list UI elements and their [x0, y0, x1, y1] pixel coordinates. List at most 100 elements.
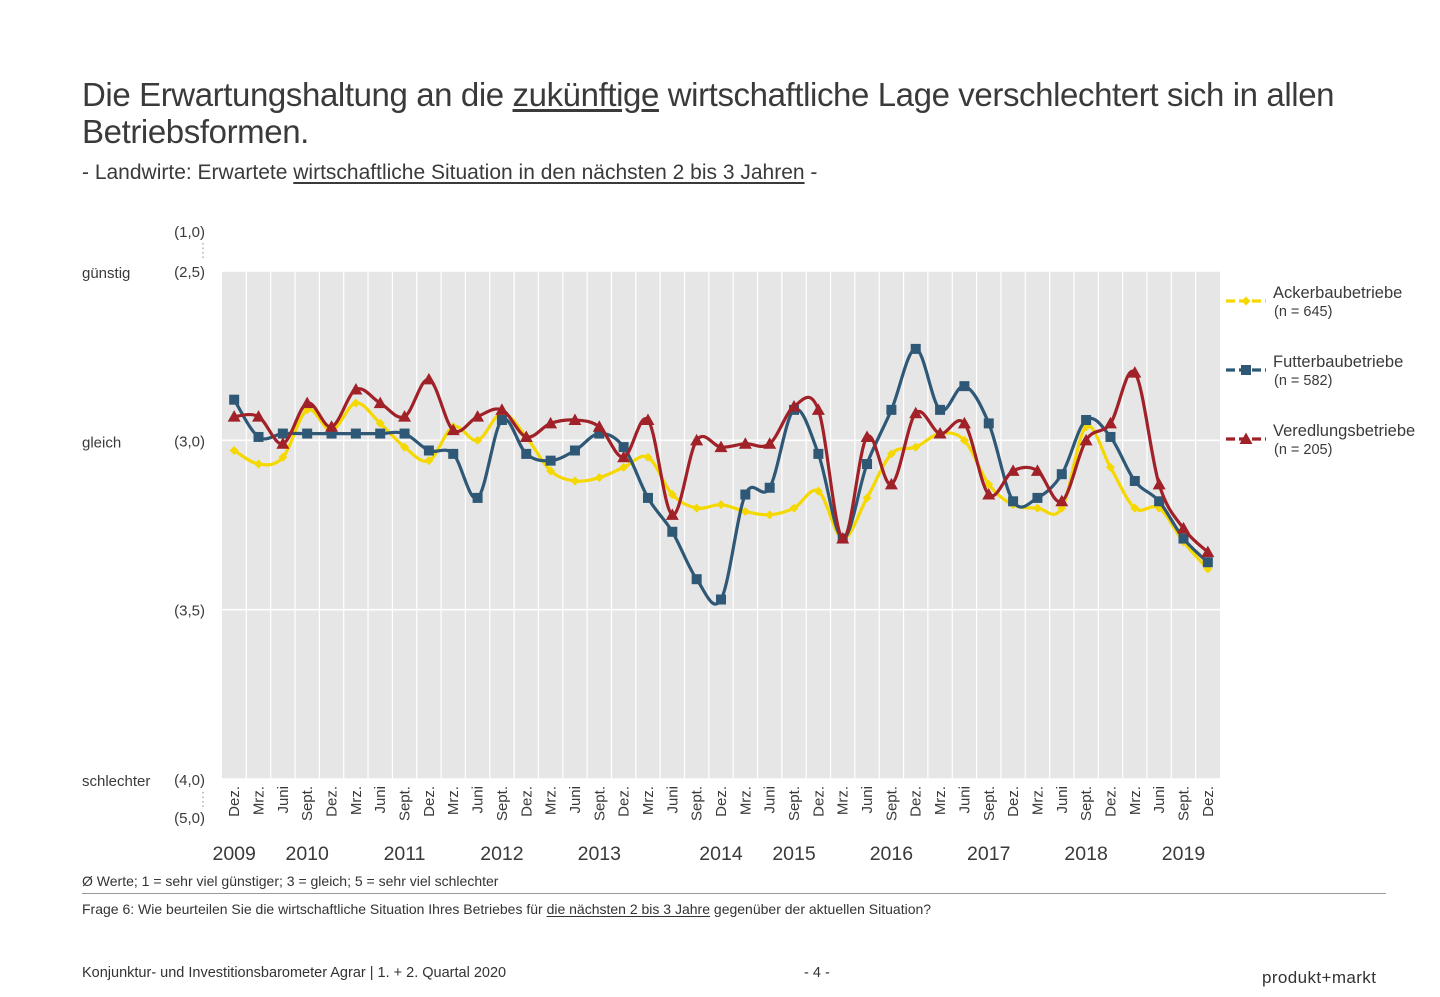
data-point-ackerbaubetriebe	[813, 486, 823, 496]
data-point-veredlungsbetriebe	[641, 413, 655, 426]
subtitle-text-end: -	[804, 161, 818, 184]
year-label: 2019	[1162, 843, 1205, 865]
data-point-veredlungsbetriebe	[665, 508, 679, 520]
data-point-futterbaubetriebe	[983, 418, 994, 429]
data-point-ackerbaubetriebe	[959, 435, 969, 445]
x-tick-label: Sept.	[299, 786, 316, 821]
data-point-veredlungsbetriebe	[957, 416, 971, 429]
data-point-veredlungsbetriebe	[446, 423, 460, 436]
data-point-futterbaubetriebe	[1081, 415, 1092, 426]
data-point-veredlungsbetriebe	[1079, 433, 1093, 446]
x-tick-label: Mrz.	[348, 786, 365, 815]
data-point-veredlungsbetriebe	[227, 410, 241, 422]
x-tick-label: Sept.	[981, 786, 998, 821]
data-point-futterbaubetriebe	[253, 431, 264, 442]
x-tick-label: Dez.	[1102, 786, 1119, 817]
question-text-end: gegenüber der aktuellen Situation?	[710, 901, 932, 917]
data-point-futterbaubetriebe	[910, 343, 921, 354]
data-point-futterbaubetriebe	[935, 404, 946, 415]
data-point-ackerbaubetriebe	[643, 452, 653, 462]
page-title: Die Erwartungshaltung an die zukünftige …	[82, 76, 1382, 150]
data-point-ackerbaubetriebe	[1105, 462, 1115, 472]
data-point-ackerbaubetriebe	[740, 506, 750, 516]
x-tick-label: Mrz.	[543, 786, 560, 815]
data-point-futterbaubetriebe	[813, 448, 824, 459]
data-point-ackerbaubetriebe	[229, 445, 239, 455]
x-tick-label: Sept.	[1175, 786, 1192, 821]
year-label: 2016	[870, 843, 913, 865]
year-label: 2017	[967, 843, 1010, 865]
year-label: 2009	[212, 843, 255, 865]
y-tick-label: (4,0)	[174, 772, 205, 789]
x-tick-label: Dez.	[518, 786, 535, 817]
data-point-futterbaubetriebe	[642, 492, 653, 503]
data-point-veredlungsbetriebe	[1006, 464, 1020, 476]
data-point-ackerbaubetriebe	[546, 466, 556, 476]
data-point-veredlungsbetriebe	[617, 450, 631, 463]
legend-label: Veredlungsbetriebe	[1273, 422, 1415, 440]
x-tick-label: Dez.	[616, 786, 633, 817]
x-tick-label: Dez.	[226, 786, 243, 817]
title-text-end: wirtschaftliche Lage verschlechtert sich…	[82, 76, 1335, 150]
data-point-futterbaubetriebe	[375, 428, 386, 439]
y-break-top-label: (1,0)	[174, 224, 205, 241]
data-point-veredlungsbetriebe	[1103, 416, 1117, 429]
data-point-futterbaubetriebe	[229, 394, 240, 405]
data-point-ackerbaubetriebe	[692, 503, 702, 513]
y-tick-label: (2,5)	[174, 264, 205, 281]
data-point-veredlungsbetriebe	[519, 430, 533, 442]
x-tick-label: Mrz.	[932, 786, 949, 815]
year-label: 2018	[1064, 843, 1107, 865]
x-tick-label: Juni	[567, 786, 584, 814]
data-point-veredlungsbetriebe	[1055, 494, 1069, 507]
question-text: Frage 6: Wie beurteilen Sie die wirtscha…	[82, 901, 547, 917]
data-point-veredlungsbetriebe	[568, 413, 582, 426]
data-point-veredlungsbetriebe	[1128, 366, 1142, 378]
data-point-veredlungsbetriebe	[300, 396, 314, 409]
data-point-ackerbaubetriebe	[789, 503, 799, 513]
data-point-futterbaubetriebe	[326, 428, 337, 439]
data-point-ackerbaubetriebe	[1130, 503, 1140, 513]
data-point-veredlungsbetriebe	[738, 437, 752, 449]
brand-logo: produkt+markt	[1262, 968, 1377, 987]
data-point-ackerbaubetriebe	[473, 435, 483, 445]
subtitle-text: - Landwirte: Erwartete	[82, 161, 294, 184]
x-tick-label: Juni	[664, 786, 681, 814]
data-point-futterbaubetriebe	[1032, 492, 1043, 503]
year-label: 2013	[578, 843, 621, 865]
data-point-veredlungsbetriebe	[811, 403, 825, 415]
year-label: 2012	[480, 843, 523, 865]
x-tick-label: Dez.	[421, 786, 438, 817]
data-point-veredlungsbetriebe	[373, 396, 387, 409]
footer-source: Konjunktur- und Investitionsbarometer Ag…	[82, 965, 507, 981]
data-point-futterbaubetriebe	[959, 381, 970, 392]
legend-count: (n = 582)	[1274, 373, 1332, 389]
x-tick-label: Juni	[956, 786, 973, 814]
x-tick-label: Mrz.	[640, 786, 657, 815]
data-point-futterbaubetriebe	[691, 574, 702, 585]
legend-marker	[1239, 432, 1253, 444]
data-point-futterbaubetriebe	[764, 482, 775, 493]
x-tick-label: Juni	[859, 786, 876, 814]
data-point-futterbaubetriebe	[302, 428, 313, 439]
data-point-ackerbaubetriebe	[984, 479, 994, 489]
x-tick-label: Sept.	[494, 786, 511, 821]
data-point-futterbaubetriebe	[716, 594, 726, 605]
subtitle-emphasis: wirtschaftliche Situation in den nächste…	[293, 161, 805, 184]
page-subtitle: - Landwirte: Erwartete wirtschaftliche S…	[82, 161, 817, 185]
legend-count: (n = 205)	[1274, 442, 1332, 458]
data-point-veredlungsbetriebe	[276, 437, 290, 449]
question-emphasis: die nächsten 2 bis 3 Jahre	[546, 901, 711, 917]
data-point-veredlungsbetriebe	[252, 410, 266, 422]
data-point-ackerbaubetriebe	[619, 462, 629, 472]
data-point-futterbaubetriebe	[423, 445, 434, 456]
legend-count: (n = 645)	[1274, 304, 1332, 320]
x-tick-label: Mrz.	[737, 786, 754, 815]
data-point-veredlungsbetriebe	[471, 410, 485, 422]
data-point-veredlungsbetriebe	[787, 399, 801, 412]
plot-area	[222, 271, 1220, 779]
data-point-ackerbaubetriebe	[400, 442, 410, 452]
data-point-ackerbaubetriebe	[1032, 503, 1042, 513]
data-point-veredlungsbetriebe	[836, 532, 850, 544]
x-tick-label: Dez.	[1005, 786, 1022, 817]
